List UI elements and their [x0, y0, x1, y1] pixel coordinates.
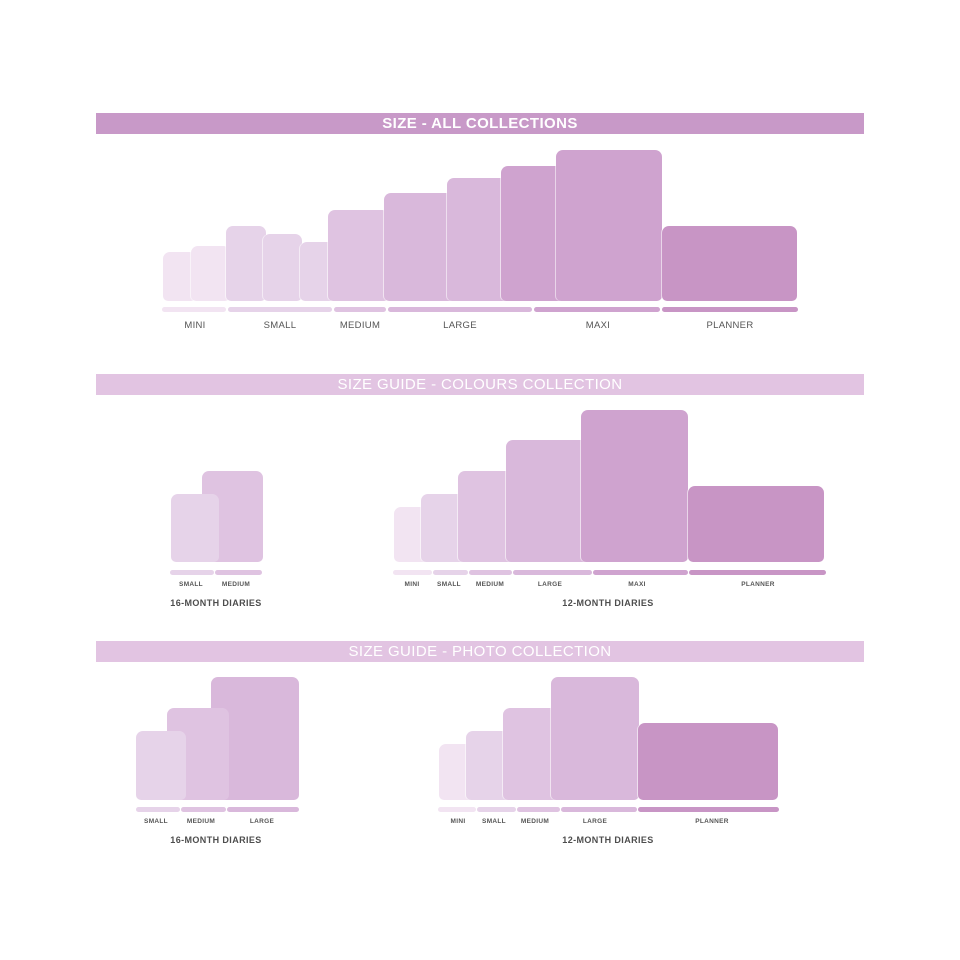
sec0-grp0-diary-maxi	[556, 150, 662, 301]
sec2-grp1-size-label-small: SMALL	[482, 818, 506, 825]
sec1-grp1-size-label-mini: MINI	[404, 581, 420, 588]
sec1-grp1-size-label-maxi: MAXI	[628, 581, 646, 588]
sec0-grp0-size-label-planner: PLANNER	[706, 320, 754, 331]
sec0-grp0-diary-planner	[662, 226, 797, 301]
sec0-grp0-size-bar-medium	[334, 307, 386, 312]
sec1-grp1-size-bar-maxi	[593, 570, 688, 575]
sec1-grp1-size-bar-small	[433, 570, 468, 575]
sec1-grp1-size-label-large: LARGE	[537, 581, 563, 588]
section-banner-colours-collection: SIZE GUIDE - COLOURS COLLECTION	[96, 374, 864, 395]
sec0-grp0-diary-mini	[163, 252, 196, 301]
sec2-grp0-size-bar-medium	[181, 807, 226, 812]
sec1-grp1-size-label-medium: MEDIUM	[475, 581, 505, 588]
sec0-grp0-size-label-mini: MINI	[184, 320, 206, 331]
section-banner-photo-collection: SIZE GUIDE - PHOTO COLLECTION	[96, 641, 864, 662]
sec2-grp1-caption: 12-MONTH DIARIES	[562, 835, 654, 845]
sec2-grp0-size-bar-large	[227, 807, 299, 812]
sec1-grp0-size-label-medium: MEDIUM	[221, 581, 251, 588]
sec2-grp1-size-label-planner: PLANNER	[695, 818, 729, 825]
sec1-grp1-size-bar-planner	[689, 570, 826, 575]
sec1-grp1-diary-planner	[688, 486, 824, 562]
section-banner-all-collections: SIZE - ALL COLLECTIONS	[96, 113, 864, 134]
sec0-grp0-size-bar-maxi	[534, 307, 660, 312]
sec0-grp0-size-label-large: LARGE	[443, 320, 477, 331]
sec1-grp0-diary-small	[171, 494, 219, 562]
sec0-grp0-diary-mini	[191, 246, 230, 301]
sec0-grp0-diary-small	[226, 226, 266, 301]
sec0-grp0-diary-medium	[328, 210, 389, 301]
sec1-grp1-diary-large	[506, 440, 594, 562]
sec1-grp1-size-bar-medium	[469, 570, 512, 575]
sec2-grp1-size-label-mini: MINI	[450, 818, 466, 825]
sec2-grp1-size-bar-mini	[438, 807, 476, 812]
sec2-grp1-diary-planner	[638, 723, 778, 800]
sec1-grp1-caption: 12-MONTH DIARIES	[562, 598, 654, 608]
sec1-grp0-size-label-small: SMALL	[179, 581, 203, 588]
sec2-grp1-size-bar-small	[477, 807, 516, 812]
sec1-grp1-size-label-small: SMALL	[437, 581, 461, 588]
sec0-grp0-size-bar-planner	[662, 307, 798, 312]
sec2-grp0-size-label-large: LARGE	[249, 818, 275, 825]
sec2-grp1-size-bar-large	[561, 807, 637, 812]
sec2-grp1-size-label-medium: MEDIUM	[520, 818, 550, 825]
sec0-grp0-size-label-medium: MEDIUM	[339, 320, 381, 331]
sec2-grp1-diary-large	[551, 677, 639, 800]
sec2-grp1-size-bar-planner	[638, 807, 779, 812]
sec1-grp1-size-bar-mini	[393, 570, 432, 575]
sec2-grp0-size-bar-small	[136, 807, 180, 812]
sec1-grp1-size-bar-large	[513, 570, 592, 575]
sec0-grp0-size-label-small: SMALL	[263, 320, 297, 331]
sec0-grp0-size-label-maxi: MAXI	[585, 320, 611, 331]
sec2-grp1-size-label-large: LARGE	[582, 818, 608, 825]
sec0-grp0-size-bar-large	[388, 307, 532, 312]
sec0-grp0-size-bar-mini	[162, 307, 226, 312]
sec1-grp0-caption: 16-MONTH DIARIES	[170, 598, 262, 608]
sec2-grp1-size-bar-medium	[517, 807, 560, 812]
sec2-grp0-size-label-small: SMALL	[144, 818, 168, 825]
sec1-grp0-size-bar-small	[170, 570, 214, 575]
sec1-grp1-size-label-planner: PLANNER	[741, 581, 775, 588]
sec0-grp0-size-bar-small	[228, 307, 332, 312]
sec1-grp0-size-bar-medium	[215, 570, 262, 575]
sec0-grp0-diary-small	[263, 234, 302, 301]
sec2-grp0-size-label-medium: MEDIUM	[186, 818, 216, 825]
sec2-grp0-diary-small	[136, 731, 186, 800]
sec2-grp0-caption: 16-MONTH DIARIES	[170, 835, 262, 845]
sec1-grp1-diary-maxi	[581, 410, 688, 562]
